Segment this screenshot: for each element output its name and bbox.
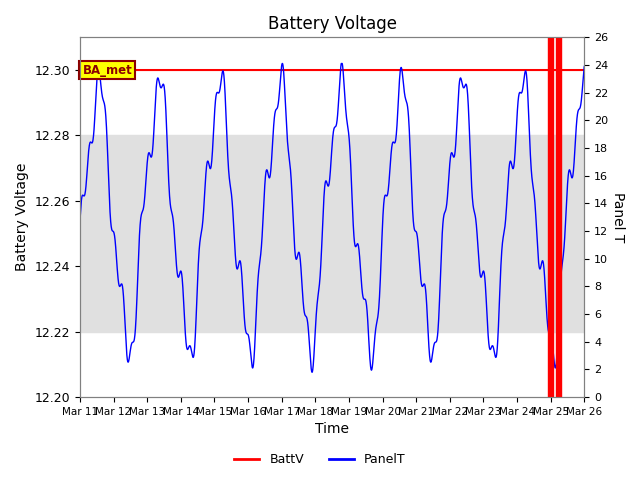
Legend: BattV, PanelT: BattV, PanelT <box>229 448 411 471</box>
Bar <box>80 135 584 332</box>
Y-axis label: Panel T: Panel T <box>611 192 625 242</box>
Text: BA_met: BA_met <box>83 63 132 76</box>
Y-axis label: Battery Voltage: Battery Voltage <box>15 163 29 271</box>
Bar <box>552 37 554 397</box>
Bar <box>559 37 561 397</box>
X-axis label: Time: Time <box>315 422 349 436</box>
Bar <box>556 37 558 397</box>
Bar <box>548 37 550 397</box>
Title: Battery Voltage: Battery Voltage <box>268 15 397 33</box>
